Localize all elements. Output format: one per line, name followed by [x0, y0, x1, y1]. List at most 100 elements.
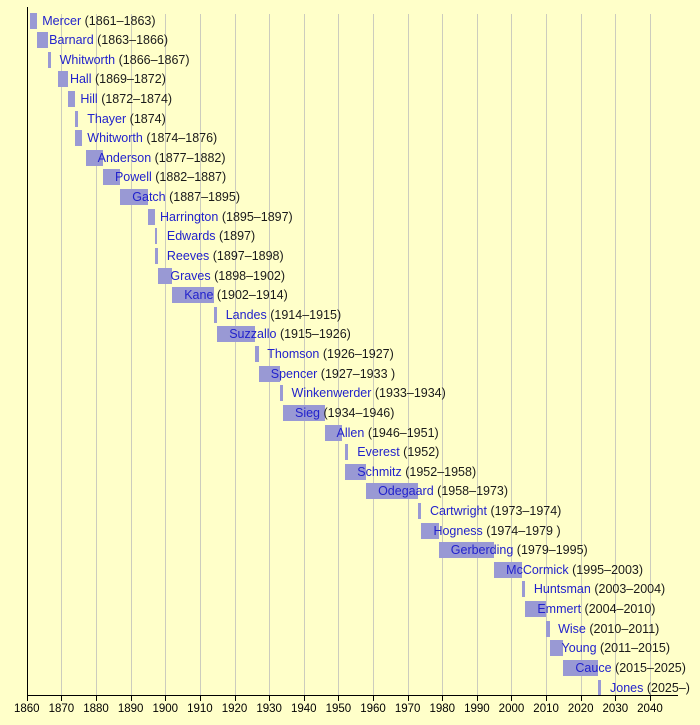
x-axis-tick-1990: [476, 695, 478, 701]
president-name[interactable]: Schmitz: [357, 464, 402, 479]
president-name[interactable]: Kane: [184, 288, 214, 303]
president-row-whitworth-1874: Whitworth (1874–1876): [87, 130, 217, 146]
x-axis-tick-label-1920: 1920: [221, 703, 248, 715]
president-name[interactable]: Winkenwerder: [291, 386, 372, 401]
president-dates: (1869–1872): [94, 72, 166, 87]
x-axis-tick-1920: [234, 695, 236, 701]
x-axis-tick-1870: [61, 695, 63, 701]
timeline-bar-cauce-2015: [563, 659, 599, 676]
president-name[interactable]: Young: [561, 641, 597, 656]
timeline-bar-harrington-1895: [147, 208, 155, 225]
president-name[interactable]: Powell: [114, 170, 152, 185]
president-dates: (1874): [129, 111, 166, 126]
timeline-bar-cartwright-1973: [418, 503, 422, 519]
president-dates: (1927–1933 ): [320, 366, 396, 381]
president-name[interactable]: Thayer: [87, 111, 127, 126]
president-name[interactable]: Whitworth: [87, 131, 143, 146]
x-axis-tick-label-1980: 1980: [429, 703, 456, 715]
president-dates: (1914–1915): [270, 307, 342, 322]
timeline-bar-young-2011: [549, 640, 564, 657]
president-name[interactable]: Graves: [170, 268, 211, 283]
president-name[interactable]: McCormick: [506, 562, 569, 577]
president-row-harrington-1895: Harrington (1895–1897): [160, 209, 293, 225]
grid-line-1870: [61, 14, 63, 695]
president-row-graves-1898: Graves (1898–1902): [170, 268, 285, 284]
timeline-bar-landes-1914: [213, 306, 218, 323]
president-name[interactable]: Allen: [336, 425, 365, 440]
timeline-bar-suzzallo-1915: [217, 326, 256, 343]
president-row-powell-1882: Powell (1882–1887): [115, 169, 226, 185]
president-name[interactable]: Huntsman: [533, 582, 591, 597]
x-axis-tick-1910: [199, 695, 201, 701]
president-name[interactable]: Everest: [357, 445, 400, 460]
president-name[interactable]: Anderson: [97, 150, 152, 165]
president-name[interactable]: Wise: [558, 621, 586, 636]
president-row-thayer-1874: Thayer (1874): [87, 111, 166, 127]
president-dates: (1897): [219, 229, 256, 244]
president-row-odegaard-1958: Odegaard (1958–1973): [378, 483, 508, 499]
president-name[interactable]: Hall: [69, 72, 92, 87]
president-name[interactable]: Whitworth: [59, 52, 116, 67]
timeline-bar-graves-1898: [158, 267, 173, 284]
president-row-edwards-1897: Edwards (1897): [167, 228, 255, 244]
president-row-schmitz-1952: Schmitz (1952–1958): [357, 464, 476, 480]
grid-line-1930: [269, 14, 271, 695]
timeline-bar-whitworth-1874: [75, 130, 83, 147]
president-name[interactable]: Reeves: [166, 248, 210, 263]
timeline-bar-hill-1872: [68, 90, 76, 107]
president-dates: (1952): [403, 445, 440, 460]
x-axis-tick-1880: [96, 695, 98, 701]
president-name[interactable]: Gatch: [132, 190, 166, 205]
president-name[interactable]: Spencer: [270, 366, 318, 381]
x-axis-tick-2000: [511, 695, 513, 701]
president-name[interactable]: Barnard: [49, 33, 94, 48]
grid-line-1910: [199, 14, 201, 695]
grid-line-2040: [649, 14, 651, 695]
president-dates: (1902–1914): [216, 288, 288, 303]
x-axis-tick-label-1900: 1900: [152, 703, 179, 715]
president-name[interactable]: Emmert: [537, 602, 582, 617]
president-dates: (1995–2003): [572, 562, 644, 577]
x-axis-tick-label-1870: 1870: [48, 703, 75, 715]
x-axis-tick-1980: [442, 695, 444, 701]
x-axis-line: [26, 695, 678, 696]
grid-line-1900: [165, 14, 167, 695]
x-axis-tick-label-1970: 1970: [394, 703, 421, 715]
president-row-cartwright-1973: Cartwright (1973–1974): [430, 503, 561, 519]
x-axis-tick-1960: [373, 695, 374, 701]
president-name[interactable]: Landes: [225, 307, 267, 322]
president-name[interactable]: Harrington: [159, 209, 219, 224]
president-name[interactable]: Sieg: [294, 405, 321, 420]
president-row-reeves-1897: Reeves (1897–1898): [167, 248, 284, 264]
timeline-bar-wise-2010: [546, 620, 550, 637]
timeline-bar-hall-1869: [57, 71, 69, 88]
president-row-gerberding-1979: Gerberding (1979–1995): [451, 542, 588, 558]
president-dates: (1934–1946): [323, 405, 395, 420]
president-name[interactable]: Suzzallo: [229, 327, 277, 342]
president-name[interactable]: Cauce: [575, 660, 612, 675]
timeline-bar-gerberding-1979: [438, 542, 495, 559]
x-axis-tick-label-1940: 1940: [290, 703, 317, 715]
president-name[interactable]: Gerberding: [450, 543, 514, 558]
president-row-hall-1869: Hall (1869–1872): [70, 71, 166, 87]
president-name[interactable]: Hill: [80, 91, 98, 106]
x-axis-tick-label-1950: 1950: [325, 703, 352, 715]
president-dates: (2015–2025): [615, 660, 686, 675]
x-axis-tick-label-2000: 2000: [498, 703, 525, 715]
president-name[interactable]: Edwards: [166, 229, 216, 244]
grid-line-1980: [442, 14, 444, 695]
president-name[interactable]: Jones: [610, 680, 644, 695]
president-name[interactable]: Hogness: [433, 523, 483, 538]
grid-line-2010: [546, 14, 548, 695]
x-axis-tick-label-1890: 1890: [117, 703, 144, 715]
grid-line-1940: [303, 14, 305, 695]
president-name[interactable]: Odegaard: [378, 484, 434, 499]
timeline-bar-allen-1946: [324, 424, 342, 441]
president-name[interactable]: Mercer: [42, 13, 82, 28]
president-dates: (2010–2011): [589, 621, 660, 636]
president-name[interactable]: Cartwright: [430, 504, 487, 518]
president-name[interactable]: Thomson: [267, 347, 320, 362]
president-dates: (1974–1979 ): [486, 523, 561, 538]
president-row-mccormick-1995: McCormick (1995–2003): [506, 562, 643, 578]
